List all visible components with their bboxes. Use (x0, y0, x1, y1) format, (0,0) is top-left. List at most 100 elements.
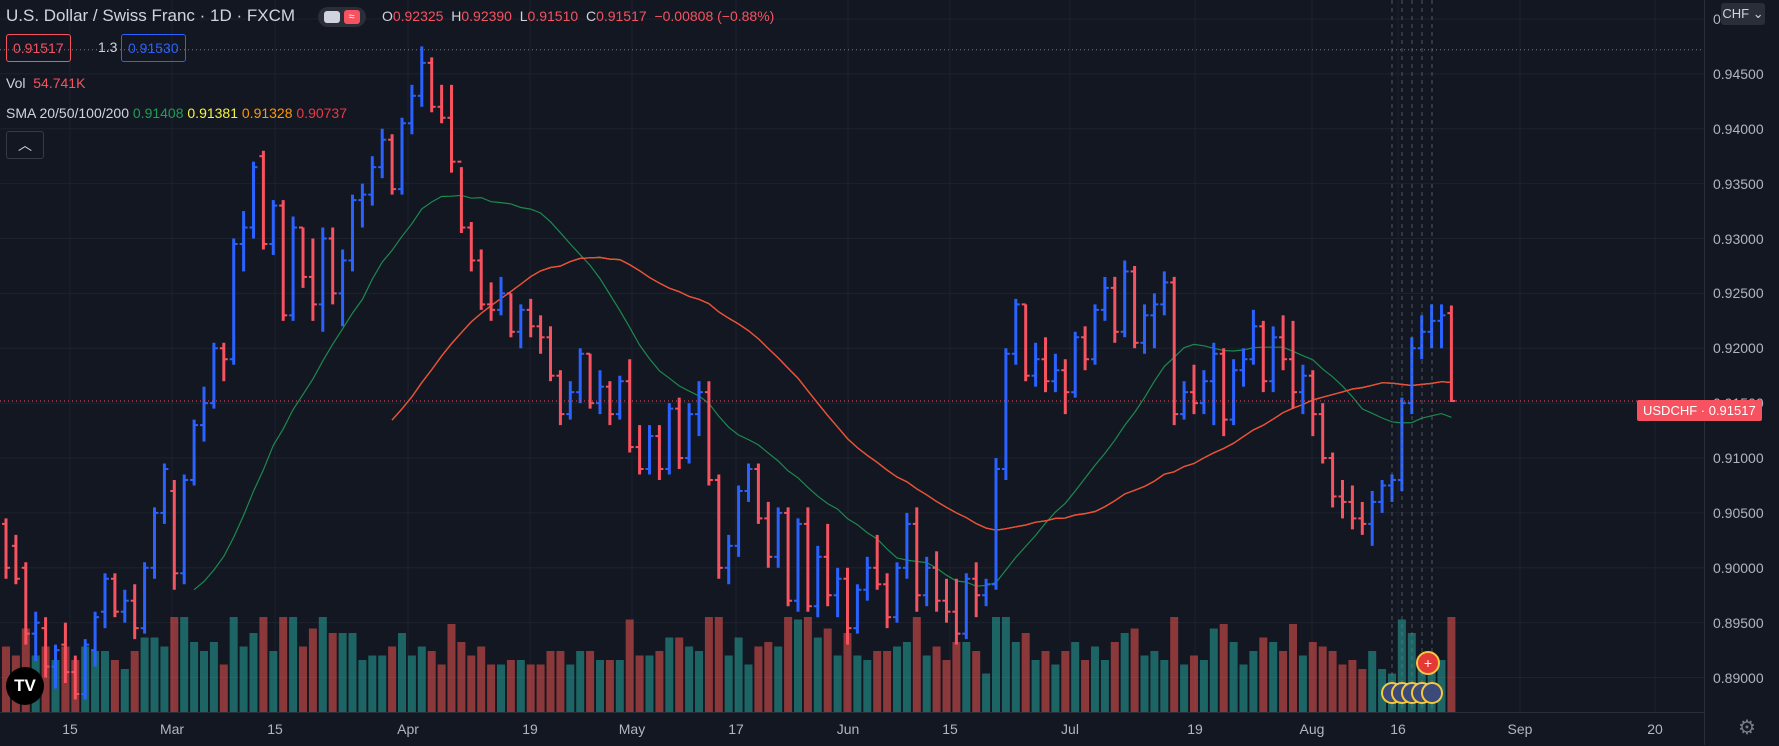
chart-style-toggle[interactable]: ≈ (317, 6, 366, 27)
volume-bar (714, 617, 723, 712)
ohlc-bar (1209, 342, 1218, 426)
tradingview-logo-icon[interactable]: TV (6, 667, 44, 705)
sma-200-value: 0.90737 (296, 105, 347, 121)
volume-bar (328, 633, 337, 712)
ohlc-bar (1110, 276, 1119, 343)
volume-bar (576, 651, 585, 712)
volume-bar (1259, 637, 1268, 712)
volume-label: Vol (6, 75, 26, 91)
volume-bar (1051, 664, 1060, 712)
sell-button[interactable]: 0.91517 (6, 34, 71, 62)
ohlc-bar (1001, 348, 1010, 480)
ohlc-bar (41, 617, 50, 678)
volume-bar (992, 617, 1000, 712)
ohlc-bar (992, 458, 1000, 590)
ohlc-bar (487, 282, 496, 321)
buy-button[interactable]: 0.91530 (121, 34, 186, 62)
ohlc-bar (328, 227, 337, 305)
ohlc-bar (1447, 305, 1456, 403)
price-tick-label: 0.90500 (1713, 504, 1764, 521)
volume-bar (170, 617, 179, 712)
volume-bar (487, 664, 496, 712)
volume-bar (279, 617, 288, 712)
time-tick-label: 16 (1390, 721, 1406, 737)
currency-button[interactable]: CHF ⌄ (1721, 3, 1765, 25)
ohlc-bar (91, 611, 100, 667)
ohlc-bar (110, 573, 119, 618)
ohlc-bar (655, 425, 664, 480)
volume-bar (91, 651, 100, 712)
time-tick-label: 19 (1187, 721, 1203, 737)
volume-bar (546, 651, 555, 712)
volume-bar (1011, 642, 1020, 712)
volume-bar (1150, 651, 1159, 712)
ohlc-bar (912, 507, 921, 612)
ohlc-bar (625, 359, 634, 453)
volume-bar (1021, 633, 1030, 712)
collapse-legend-button[interactable]: ︿ (6, 131, 44, 159)
volume-bar (962, 642, 971, 712)
ohlc-bar (873, 534, 882, 590)
volume-bar (655, 651, 664, 712)
ohlc-bar (1318, 403, 1327, 464)
ohlc-bar (764, 501, 773, 568)
price-tick-label: 0.89500 (1713, 614, 1764, 631)
ohlc-bar (388, 134, 397, 195)
volume-bar (605, 660, 614, 712)
ohlc-bar (615, 375, 624, 420)
ohlc-bar (1348, 485, 1357, 530)
volume-bar (259, 617, 268, 712)
volume-bar (972, 651, 981, 712)
ohlc-bar (516, 304, 525, 349)
volume-bar (685, 646, 694, 712)
ohlc-bar (1071, 331, 1080, 398)
ohlc-bar (51, 644, 60, 689)
ohlc-bar (1199, 370, 1208, 415)
ohlc-bar (863, 556, 872, 601)
time-tick-label: 15 (942, 721, 958, 737)
volume-bar (873, 651, 882, 712)
volume-legend[interactable]: Vol 54.741K (6, 75, 85, 91)
ohlc-bar (1427, 304, 1436, 349)
symbol-title[interactable]: U.S. Dollar / Swiss Franc · 1D · FXCM (6, 6, 296, 25)
gear-icon[interactable]: ⚙ (1738, 717, 1756, 739)
volume-bar (368, 655, 377, 712)
volume-bar (774, 646, 783, 712)
ohlc-bar (447, 84, 456, 173)
volume-bar (1358, 669, 1367, 712)
volume-bar (1180, 664, 1189, 712)
ohlc-bar (714, 474, 723, 579)
volume-bar (249, 633, 258, 712)
ohlc-bar (467, 222, 476, 272)
ohlc-bar (1249, 309, 1258, 365)
price-chart[interactable]: + (0, 0, 1704, 712)
ohlc-bar (1170, 276, 1179, 426)
ohlc-bar (368, 156, 377, 206)
volume-bar (1001, 617, 1010, 712)
ohlc-bar (883, 573, 892, 629)
time-tick-label: Aug (1299, 721, 1325, 737)
volume-bar (1289, 624, 1297, 712)
economic-event-icon (1421, 682, 1443, 704)
ohlc-bar (1041, 337, 1050, 393)
ohlc-bar (596, 370, 604, 415)
volume-bar (596, 660, 604, 712)
time-scale[interactable]: 15 Mar 15 Apr 19 May 17 Jun 15 Jul 19 Aug 16 Sep 20 (0, 712, 1704, 746)
sma-legend[interactable]: SMA 20/50/100/200 0.91408 0.91381 0.9132… (6, 105, 347, 121)
volume-bar (853, 655, 862, 712)
ohlc-bar (1180, 381, 1189, 420)
time-tick-label: 15 (267, 721, 283, 737)
time-tick-label: Sep (1507, 721, 1533, 737)
price-tick-label: 0.89000 (1713, 669, 1764, 686)
volume-bar (506, 660, 515, 712)
ohlc-bar (675, 397, 684, 470)
volume-bar (427, 651, 436, 712)
ohlc-bar (833, 567, 842, 618)
time-tick-label: May (618, 721, 646, 737)
time-tick-label: Mar (159, 721, 185, 737)
volume-bar (200, 651, 208, 712)
chart-area[interactable]: + U.S. Dollar / Swiss Franc · 1D · FXCM … (0, 0, 1704, 712)
volume-bar (1120, 633, 1129, 712)
price-scale[interactable]: 0.950000.945000.940000.935000.930000.925… (1704, 0, 1779, 745)
volume-bar (754, 646, 763, 712)
